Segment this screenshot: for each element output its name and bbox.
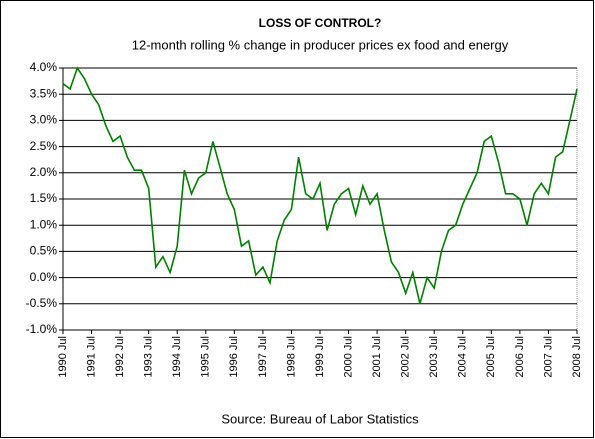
- x-tick-label: 1996 Jul: [228, 336, 240, 378]
- chart-subtitle: 12-month rolling % change in producer pr…: [132, 37, 509, 52]
- x-tick-label: 1991 Jul: [85, 336, 97, 378]
- x-tick-label: 2000 Jul: [342, 336, 354, 378]
- x-tick-label: 1994 Jul: [171, 336, 183, 378]
- chart-title: LOSS OF CONTROL?: [259, 16, 382, 30]
- x-tick-label: 1995 Jul: [200, 336, 212, 378]
- y-tick-label: 3.5%: [30, 86, 58, 100]
- y-tick-label: 3.0%: [30, 113, 58, 127]
- x-tick-label: 2002 Jul: [400, 336, 412, 378]
- x-tick-label: 2005 Jul: [485, 336, 497, 378]
- x-tick-label: 2004 Jul: [457, 336, 469, 378]
- data-line: [62, 66, 578, 305]
- y-tick-label: 0.5%: [30, 244, 58, 258]
- y-tick-label: -0.5%: [26, 296, 58, 310]
- y-tick-label: -1.0%: [26, 322, 58, 336]
- x-tick-label: 2003 Jul: [428, 336, 440, 378]
- x-tick-label: 1997 Jul: [257, 336, 269, 378]
- x-tick-label: 2001 Jul: [371, 336, 383, 378]
- y-tick-label: 2.5%: [30, 139, 58, 153]
- x-tick-label: 2008 Jul: [571, 336, 583, 378]
- x-tick-label: 2006 Jul: [514, 336, 526, 378]
- chart-source: Source: Bureau of Labor Statistics: [221, 411, 419, 426]
- x-tick-label: 2007 Jul: [542, 336, 554, 378]
- y-tick-label: 1.0%: [30, 217, 58, 231]
- x-tick-label: 1990 Jul: [57, 336, 69, 378]
- x-tick-label: 1998 Jul: [285, 336, 297, 378]
- y-tick-label: 2.0%: [30, 165, 58, 179]
- x-tick-label: 1993 Jul: [143, 336, 155, 378]
- y-tick-label: 4.0%: [30, 60, 58, 74]
- x-tick-label: 1992 Jul: [114, 336, 126, 378]
- y-tick-label: 1.5%: [30, 191, 58, 205]
- y-tick-label: 0.0%: [30, 270, 58, 284]
- x-tick-label: 1999 Jul: [314, 336, 326, 378]
